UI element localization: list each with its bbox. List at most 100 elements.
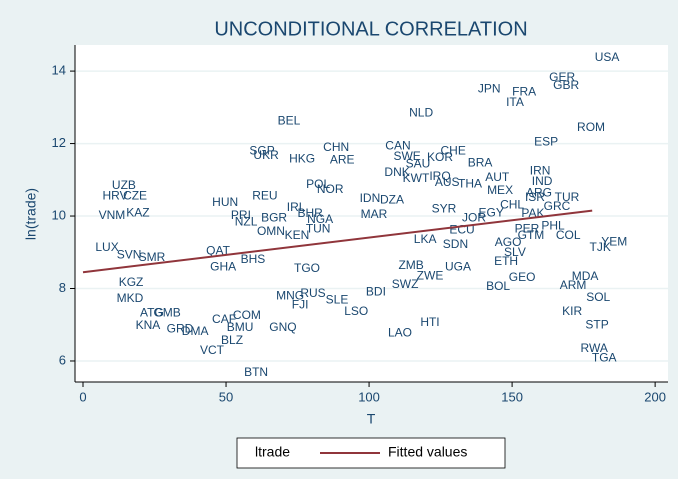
point-label: MEX — [487, 183, 513, 197]
point-label: SWZ — [392, 277, 419, 291]
chart-title: UNCONDITIONAL CORRELATION — [214, 18, 527, 40]
point-label: DMA — [182, 324, 209, 338]
point-label: CHE — [440, 143, 465, 157]
point-label: MNG — [276, 288, 304, 302]
point-label: SYR — [432, 201, 457, 215]
point-label: TGO — [294, 261, 320, 275]
point-label: MAR — [361, 207, 388, 221]
point-label: NGA — [307, 212, 333, 226]
point-label: FRA — [512, 84, 536, 98]
point-label: KAZ — [126, 205, 149, 219]
point-label: JPN — [478, 81, 501, 95]
point-label: ZMB — [398, 258, 423, 272]
point-label: KEN — [285, 228, 310, 242]
point-label: LKA — [414, 232, 437, 246]
point-label: TUR — [555, 190, 580, 204]
point-label: SOL — [586, 290, 610, 304]
point-label: JOR — [462, 210, 486, 224]
point-label: BOL — [486, 279, 510, 293]
point-label: KNA — [136, 318, 161, 332]
point-label: BMU — [227, 320, 254, 334]
x-tick-label: 100 — [358, 389, 380, 404]
point-label: COL — [556, 228, 581, 242]
point-label: CHL — [500, 197, 524, 211]
point-label: CZE — [123, 188, 147, 202]
point-label: YEM — [601, 234, 627, 248]
point-label: EGY — [479, 205, 504, 219]
point-label: USA — [595, 50, 620, 64]
point-label: UGA — [445, 259, 471, 273]
point-label: SLE — [326, 292, 349, 306]
point-label: ITA — [506, 95, 524, 109]
point-label: RWA — [581, 341, 608, 355]
point-label: LAO — [388, 325, 412, 339]
point-label: ESP — [534, 134, 558, 148]
point-label: THA — [458, 176, 482, 190]
point-label: DZA — [380, 192, 404, 206]
point-label: BRA — [468, 155, 493, 169]
point-label: HRV — [102, 188, 127, 202]
point-label: GNQ — [269, 320, 296, 334]
point-label: COM — [233, 308, 261, 322]
point-label: IRQ — [429, 169, 450, 183]
point-label: HUN — [212, 195, 238, 209]
point-label: GHA — [210, 259, 236, 273]
point-label: KIR — [562, 304, 582, 318]
y-tick-label: 8 — [59, 280, 66, 295]
point-label: ATG — [140, 305, 164, 319]
y-tick-label: 14 — [52, 63, 66, 78]
legend-label: Fitted values — [388, 444, 467, 460]
point-label: IND — [532, 174, 553, 188]
y-tick-label: 12 — [52, 135, 66, 150]
point-label: GER — [549, 70, 575, 84]
point-label: ARM — [560, 278, 587, 292]
point-label: BTN — [244, 365, 268, 379]
point-label: NOR — [317, 182, 344, 196]
point-label: TGA — [592, 350, 617, 364]
point-label: GEO — [509, 270, 536, 284]
point-label: PRI — [231, 208, 251, 222]
y-tick-label: 6 — [59, 352, 66, 367]
point-label: REU — [252, 188, 277, 202]
x-tick-label: 50 — [219, 389, 233, 404]
point-label: ROM — [577, 120, 605, 134]
point-label: ISR — [525, 190, 545, 204]
point-label: HTI — [420, 315, 439, 329]
fit-line — [82, 209, 593, 274]
point-label: SAU — [406, 156, 431, 170]
point-label: CAN — [385, 138, 410, 152]
point-label: GTM — [518, 228, 545, 242]
point-label: STP — [585, 317, 608, 331]
point-label: IDN — [360, 191, 381, 205]
point-label: SDN — [443, 237, 468, 251]
point-label: OMN — [257, 224, 285, 238]
point-label: SLV — [504, 245, 526, 259]
point-label: MKD — [117, 291, 144, 305]
y-axis-label: ln(trade) — [23, 188, 39, 240]
point-label: AGO — [495, 235, 522, 249]
point-label: BEL — [278, 113, 301, 127]
point-label: GMB — [153, 305, 180, 319]
point-label: SGP — [249, 143, 274, 157]
point-label: NZL — [235, 214, 258, 228]
point-label: VCT — [200, 343, 225, 357]
point-label: RUS — [300, 286, 325, 300]
point-label: UKR — [253, 148, 279, 162]
point-label: BHR — [297, 206, 323, 220]
point-label: UZB — [112, 178, 136, 192]
point-label: MDA — [572, 269, 599, 283]
x-axis-label: T — [367, 411, 376, 427]
point-label: HKG — [289, 151, 315, 165]
legend-label: ltrade — [255, 444, 290, 460]
point-label: KWT — [403, 171, 430, 185]
point-label: TJK — [590, 240, 611, 254]
point-label: PHL — [541, 218, 565, 232]
point-label: FJI — [292, 297, 309, 311]
point-label: KGZ — [119, 275, 144, 289]
point-label: AUT — [485, 170, 510, 184]
point-label: GBR — [553, 78, 579, 92]
point-label: DNK — [384, 165, 409, 179]
y-tick-label: 10 — [52, 207, 66, 222]
